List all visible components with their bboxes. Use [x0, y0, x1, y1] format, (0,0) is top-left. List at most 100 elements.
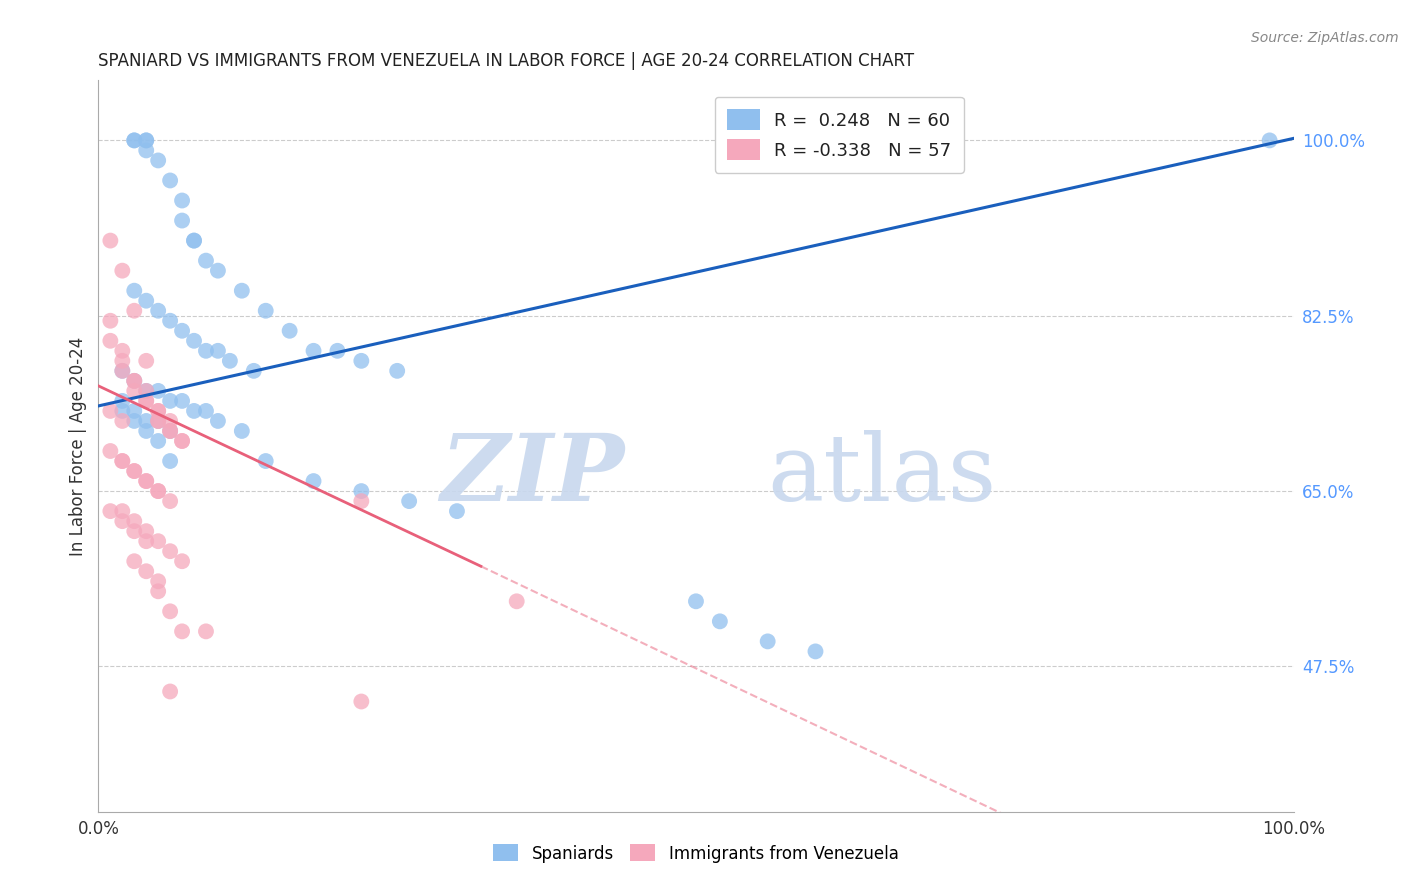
Point [135, 133, 157, 147]
Point [124, 554, 146, 568]
Point [111, 514, 134, 528]
Point [135, 133, 157, 147]
Point [111, 454, 134, 468]
Point [135, 524, 157, 538]
Point [135, 384, 157, 398]
Point [124, 464, 146, 478]
Point [124, 374, 146, 388]
Point [183, 334, 205, 348]
Y-axis label: In Labor Force | Age 20-24: In Labor Force | Age 20-24 [69, 336, 87, 556]
Point [172, 213, 194, 227]
Point [159, 173, 181, 187]
Point [254, 303, 277, 318]
Point [207, 414, 229, 428]
Point [124, 414, 146, 428]
Point [148, 584, 170, 599]
Point [148, 434, 170, 448]
Point [111, 364, 134, 378]
Point [756, 634, 779, 648]
Point [111, 414, 134, 428]
Text: Source: ZipAtlas.com: Source: ZipAtlas.com [1251, 31, 1399, 45]
Point [135, 564, 157, 578]
Point [148, 574, 170, 589]
Point [159, 414, 181, 428]
Point [350, 494, 373, 508]
Point [148, 404, 170, 418]
Point [124, 303, 146, 318]
Point [172, 624, 194, 639]
Point [159, 604, 181, 618]
Point [231, 424, 253, 438]
Point [124, 133, 146, 147]
Point [183, 404, 205, 418]
Point [159, 684, 181, 698]
Point [135, 534, 157, 549]
Point [231, 284, 253, 298]
Point [302, 474, 325, 488]
Point [278, 324, 301, 338]
Text: ZIP: ZIP [440, 430, 624, 520]
Point [159, 424, 181, 438]
Point [111, 354, 134, 368]
Point [446, 504, 468, 518]
Point [195, 624, 218, 639]
Point [302, 343, 325, 358]
Point [243, 364, 266, 378]
Point [124, 404, 146, 418]
Point [111, 454, 134, 468]
Point [172, 434, 194, 448]
Point [804, 644, 827, 658]
Point [148, 414, 170, 428]
Point [98, 444, 122, 458]
Point [135, 474, 157, 488]
Point [195, 404, 218, 418]
Point [172, 554, 194, 568]
Point [135, 354, 157, 368]
Point [111, 393, 134, 408]
Legend: Spaniards, Immigrants from Venezuela: Spaniards, Immigrants from Venezuela [486, 838, 905, 869]
Point [195, 253, 218, 268]
Point [159, 314, 181, 328]
Point [172, 434, 194, 448]
Point [124, 133, 146, 147]
Point [135, 144, 157, 158]
Point [685, 594, 707, 608]
Point [350, 694, 373, 708]
Point [207, 263, 229, 277]
Point [183, 234, 205, 248]
Point [124, 374, 146, 388]
Point [124, 524, 146, 538]
Point [172, 194, 194, 208]
Point [159, 424, 181, 438]
Point [159, 393, 181, 408]
Point [135, 474, 157, 488]
Point [148, 404, 170, 418]
Point [98, 404, 122, 418]
Point [135, 384, 157, 398]
Point [350, 354, 373, 368]
Point [98, 504, 122, 518]
Point [98, 314, 122, 328]
Point [111, 343, 134, 358]
Point [159, 544, 181, 558]
Point [98, 234, 122, 248]
Point [398, 494, 420, 508]
Point [124, 464, 146, 478]
Point [709, 615, 731, 629]
Point [172, 324, 194, 338]
Point [148, 384, 170, 398]
Point [98, 334, 122, 348]
Point [124, 514, 146, 528]
Point [1258, 133, 1281, 147]
Point [148, 534, 170, 549]
Point [111, 364, 134, 378]
Point [124, 384, 146, 398]
Point [506, 594, 529, 608]
Point [124, 284, 146, 298]
Point [207, 343, 229, 358]
Point [219, 354, 242, 368]
Text: atlas: atlas [768, 430, 997, 520]
Point [148, 303, 170, 318]
Point [159, 494, 181, 508]
Point [326, 343, 349, 358]
